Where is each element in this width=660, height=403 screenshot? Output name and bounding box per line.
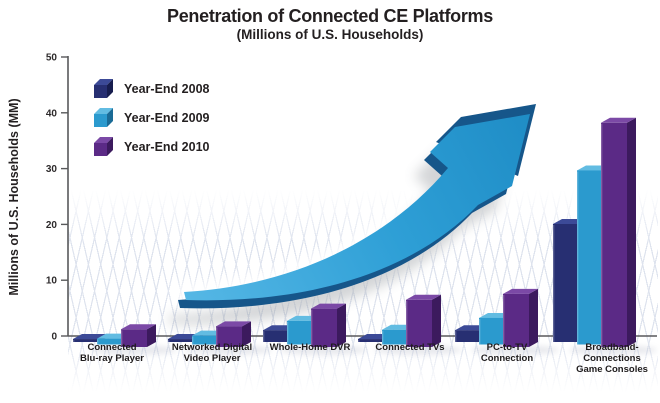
growth-arrow-decoration [168, 104, 541, 325]
bar-side-face [337, 303, 346, 347]
bar-top-face [503, 288, 538, 294]
bar-group-shadow [374, 345, 462, 355]
bar-front-face [192, 335, 218, 345]
arrow-shadow [168, 138, 514, 325]
bar-front-face [577, 170, 603, 345]
bar-side-face [627, 117, 636, 347]
arrow-top-face [184, 114, 530, 301]
bar-front-face [382, 329, 408, 345]
bars-layer [73, 117, 657, 355]
chart-subtitle: (Millions of U.S. Households) [236, 27, 424, 42]
bar-front-face [216, 326, 242, 347]
category-label: Broadband- Connections Game Consoles [576, 342, 648, 376]
category-label: Connected Blu-ray Player [80, 342, 144, 365]
category-label: Networked Digital Video Player [171, 342, 253, 365]
category-label: PC-to-TV Connection [480, 342, 534, 365]
legend-item: Year-End 2008 [92, 74, 209, 103]
y-tick-label: 0 [51, 332, 57, 343]
bar-front-face [263, 330, 289, 342]
bar-front-face [601, 122, 627, 347]
bar-top-face [121, 324, 156, 330]
bar-front-face [358, 339, 384, 342]
arrow-side-face [178, 122, 524, 309]
bar-front-face [455, 330, 481, 342]
legend-label: Year-End 2009 [124, 110, 210, 125]
legend-label: Year-End 2010 [124, 139, 210, 154]
bar-group-shadow [89, 345, 177, 355]
y-tick-label: 30 [46, 164, 58, 175]
bar-side-face [242, 321, 251, 347]
legend: Year-End 2008 Year-End 2009 Year-End 2010 [92, 74, 209, 161]
bar-group-shadow [471, 345, 559, 355]
chart-title: Penetration of Connected CE Platforms [167, 6, 493, 26]
bar-group-shadow [184, 345, 272, 355]
bar-front-face [121, 329, 147, 347]
bar-group-shadow [279, 345, 367, 355]
legend-cube-icon [94, 107, 113, 127]
legend-cube-icon [94, 78, 113, 98]
bar-side-face [432, 294, 441, 347]
legend-label: Year-End 2008 [124, 81, 210, 96]
y-tick-label: 10 [46, 276, 58, 287]
category-label: Connected TVs [375, 342, 445, 353]
bar-top-face [216, 321, 251, 327]
bar-front-face [406, 299, 432, 347]
bar-top-face [406, 294, 441, 300]
bar-segment [311, 303, 346, 347]
y-tick-label: 20 [46, 220, 58, 231]
legend-item: Year-End 2009 [92, 103, 209, 132]
bar-front-face [97, 338, 123, 345]
bar-front-face [168, 339, 194, 342]
bar-side-face [529, 288, 538, 347]
bar-front-face [503, 293, 529, 347]
y-tick-label: 50 [46, 53, 58, 64]
y-tick-label: 40 [46, 108, 58, 119]
bar-front-face [479, 317, 505, 345]
bar-front-face [311, 308, 337, 347]
legend-cube-icon [94, 136, 113, 156]
bar-top-face [311, 303, 346, 309]
category-label: Whole-Home DVR [269, 342, 351, 353]
bar-segment [601, 117, 636, 347]
bar-segment [406, 294, 441, 347]
bar-segment [121, 324, 156, 347]
bar-group-shadow [569, 345, 657, 355]
y-axis-ticks: 0 10 20 30 40 50 [46, 53, 68, 343]
bar-side-face [147, 324, 156, 347]
bar-segment [503, 288, 538, 347]
bar-top-face [601, 117, 636, 123]
bar-front-face [73, 339, 99, 342]
bar-front-face [287, 320, 313, 345]
bar-segment [216, 321, 251, 347]
bar-front-face [553, 224, 579, 342]
legend-item: Year-End 2010 [92, 132, 209, 161]
